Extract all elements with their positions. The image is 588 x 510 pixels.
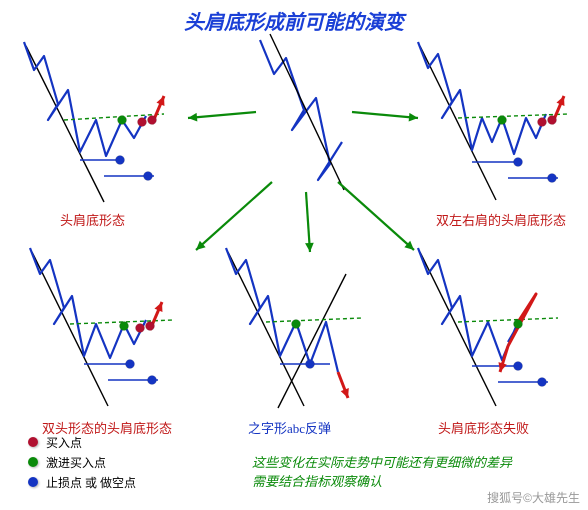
legend-dot-icon [28, 477, 38, 487]
diagram-title: 头肩底形成前可能的演变 [0, 6, 588, 35]
legend: 买入点激进买入点止损点 或 做空点 [28, 432, 136, 492]
panel-caption-tl: 头肩底形态 [60, 210, 125, 229]
legend-label: 止损点 或 做空点 [46, 474, 136, 491]
panel-caption-bl: 双头形态的头肩底形态 [42, 418, 172, 437]
footnote-line: 这些变化在实际走势中可能还有更细微的差异 [252, 452, 512, 471]
legend-label: 激进买入点 [46, 454, 106, 471]
panel-caption-tr: 双左右肩的头肩底形态 [436, 210, 566, 229]
legend-dot-icon [28, 437, 38, 447]
panel-caption-br: 头肩底形态失败 [438, 418, 529, 437]
legend-dot-icon [28, 457, 38, 467]
panel-caption-bm: 之字形abc反弹 [248, 418, 331, 437]
legend-row: 激进买入点 [28, 452, 136, 472]
watermark: 搜狐号©大雄先生 [487, 489, 580, 506]
legend-row: 止损点 或 做空点 [28, 472, 136, 492]
footnote: 这些变化在实际走势中可能还有更细微的差异需要结合指标观察确认 [252, 452, 512, 490]
footnote-line: 需要结合指标观察确认 [252, 471, 512, 490]
